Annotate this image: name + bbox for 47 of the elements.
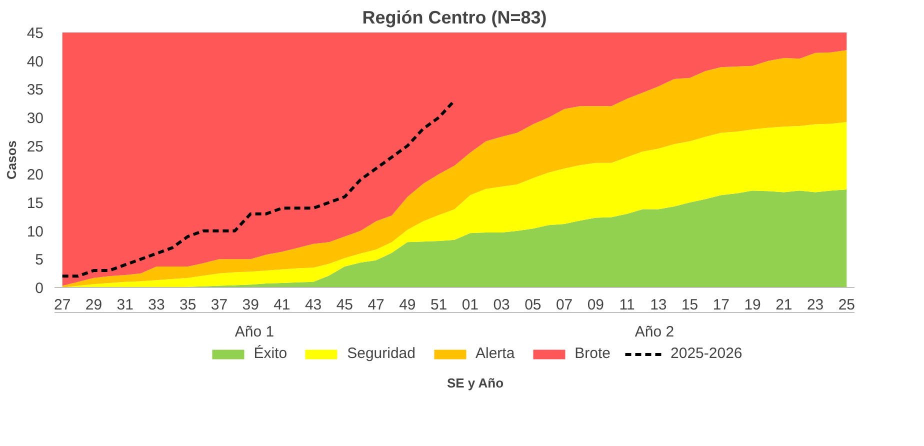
legend-label: Alerta [475, 345, 515, 362]
x-tick-label: 29 [85, 296, 102, 314]
x-tick-label: 49 [399, 296, 416, 314]
x-tick-label: 27 [54, 296, 71, 314]
y-tick-label: 10 [26, 223, 44, 240]
legend-label: Brote [574, 345, 611, 362]
y-tick-label: 15 [26, 195, 44, 212]
line-series [60, 99, 456, 278]
x-tick-label: 25 [838, 296, 855, 314]
y-tick-label: 0 [35, 280, 44, 297]
chart-title: Región Centro (N=83) [362, 8, 547, 28]
x-tick-label: 43 [304, 296, 322, 314]
y-tick-label: 45 [26, 25, 44, 42]
text: Año 1 [234, 324, 274, 340]
y-tick-label: 25 [26, 138, 44, 156]
x-tick-label: 23 [806, 296, 824, 314]
x-tick-label: 13 [650, 296, 667, 314]
y-tick-label: 20 [26, 166, 44, 184]
x-tick-label: 15 [681, 296, 698, 314]
legend-label: 2025-2026 [670, 345, 742, 362]
legend-label: Seguridad [347, 345, 416, 362]
y-tick-label: 35 [26, 82, 44, 99]
x-tick-label: 39 [242, 296, 259, 314]
y-axis-title: Casos [4, 140, 19, 180]
y-tick-label: 40 [26, 53, 44, 70]
x-axis-title: SE y Año [446, 376, 504, 390]
x-tick-label: 35 [179, 296, 196, 314]
x-tick-label: 09 [587, 296, 604, 314]
x-tick-label: 03 [493, 296, 510, 314]
x-tick-label: 01 [462, 296, 479, 314]
legend-label: Éxito [254, 345, 288, 362]
y-tick-label: 30 [26, 110, 44, 127]
text: Año 2 [634, 324, 674, 340]
x-tick-label: 17 [712, 296, 730, 314]
y-tick-label: 5 [35, 252, 44, 269]
x-tick-label: 51 [430, 296, 448, 314]
x-tick-label: 11 [619, 296, 635, 314]
x-tick-label: 21 [776, 296, 792, 314]
x-tick-label: 47 [368, 296, 384, 314]
x-tick-label: 41 [274, 296, 290, 314]
x-tick-label: 33 [148, 296, 165, 314]
x-tick-label: 45 [336, 296, 354, 314]
x-tick-label: 07 [556, 296, 573, 314]
x-tick-label: 37 [210, 296, 228, 314]
x-tick-label: 05 [524, 296, 542, 314]
x-tick-label: 31 [116, 296, 134, 314]
x-tick-label: 19 [744, 296, 761, 314]
